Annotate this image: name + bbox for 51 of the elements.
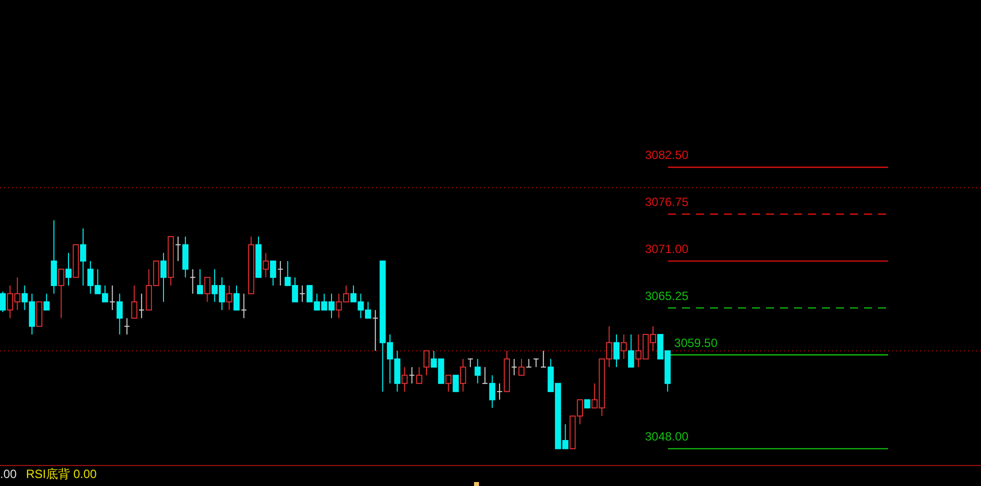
candlestick: [204, 276, 210, 302]
candlestick: [402, 366, 408, 392]
candlestick: [452, 374, 459, 392]
ref-line-label: 3059.50: [674, 336, 718, 350]
candlestick: [58, 268, 64, 319]
candlestick: [518, 358, 525, 376]
candlestick: [299, 285, 306, 302]
candlestick: [533, 358, 540, 368]
candlestick: [416, 366, 422, 384]
ref-line-label: 3071.00: [645, 242, 689, 256]
candlestick: [124, 318, 130, 335]
candlestick: [277, 260, 284, 286]
candlestick: [175, 236, 182, 262]
ref-line-label: 3065.25: [645, 288, 689, 303]
candlestick: [540, 350, 546, 368]
candlestick: [190, 268, 196, 294]
candlestick: [423, 350, 430, 376]
text: .00: [0, 467, 18, 481]
candlestick: [372, 310, 378, 352]
candlestick: [467, 358, 474, 368]
candlestick: [80, 228, 86, 286]
candlestick: [460, 358, 466, 392]
candlestick: [620, 334, 627, 360]
candlestick: [474, 358, 481, 384]
candlestick: [496, 382, 503, 400]
candlestick: [196, 268, 204, 294]
ref-line-label: 3082.50: [645, 148, 689, 162]
candlestick: [445, 374, 452, 392]
candlestick: [116, 293, 123, 335]
candlestick: [240, 293, 247, 319]
candlestick: [44, 293, 50, 310]
candlestick: [109, 285, 116, 310]
candlestick: [226, 285, 232, 310]
candlestick: [138, 293, 145, 319]
candlestick: [160, 252, 167, 302]
candlestick: [270, 260, 276, 286]
candlestick: [482, 366, 488, 384]
candlestick: [65, 252, 72, 286]
text: RSI底背 0.00: [26, 467, 98, 481]
candlestick: [0, 291, 6, 313]
candlestick: [489, 374, 496, 408]
ref-line-label: 3048.00: [645, 430, 689, 444]
candlestick: [628, 334, 634, 368]
candlestick: [262, 252, 269, 278]
candlestick: [511, 358, 518, 376]
candlestick: [408, 366, 415, 384]
candlestick: [526, 358, 532, 368]
candlestick: [131, 285, 138, 319]
candlestick: [233, 285, 240, 310]
candlestick: [613, 334, 620, 368]
ref-line-label: 3076.75: [645, 195, 689, 210]
